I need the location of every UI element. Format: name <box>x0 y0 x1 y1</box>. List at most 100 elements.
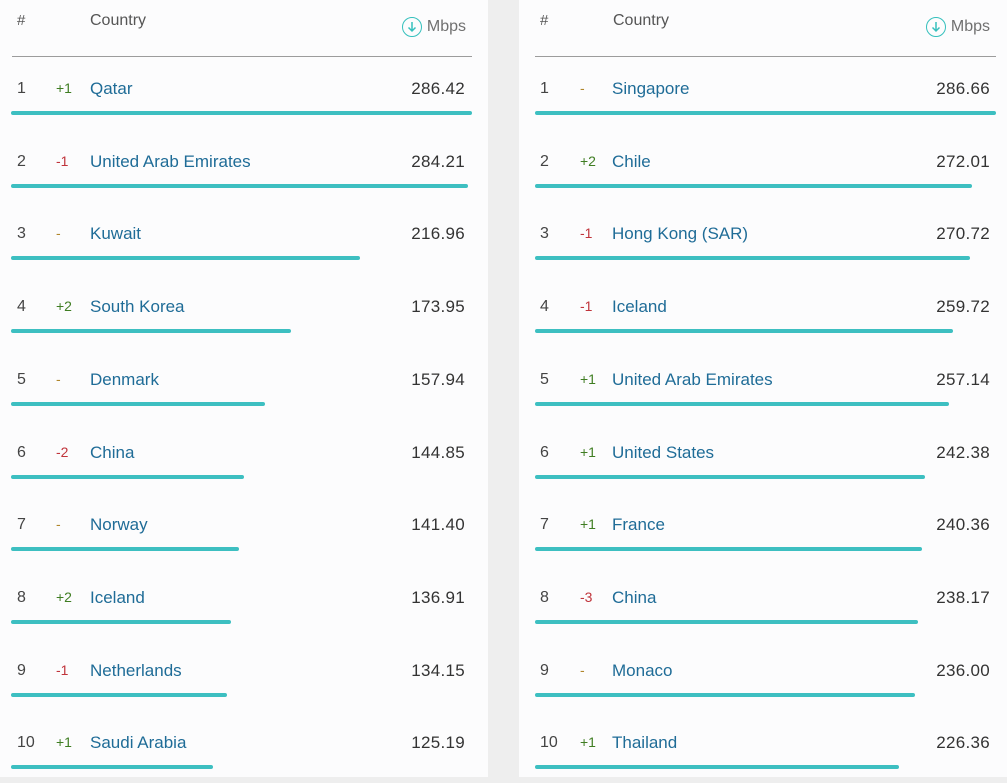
speed-value: 173.95 <box>411 297 465 317</box>
speed-value: 242.38 <box>936 442 990 462</box>
speed-value: 257.14 <box>936 369 990 389</box>
rank-change: -1 <box>580 225 593 242</box>
speed-value: 134.15 <box>411 660 465 680</box>
speed-value: 272.01 <box>936 151 990 171</box>
country-link[interactable]: South Korea <box>90 297 185 317</box>
country-link[interactable]: Denmark <box>90 369 159 389</box>
speed-bar <box>11 474 245 479</box>
speed-bar <box>535 401 949 406</box>
table-row: 9 -1 Netherlands 134.15 <box>0 638 488 711</box>
table-row: 1 - Singapore 286.66 <box>519 56 1007 129</box>
table-row: 4 +2 South Korea 173.95 <box>0 274 488 347</box>
country-link[interactable]: Monaco <box>612 660 673 680</box>
rank-change: +1 <box>56 80 72 96</box>
unit-label: Mbps <box>950 18 990 35</box>
speed-value: 238.17 <box>936 587 990 607</box>
speed-value: 240.36 <box>936 515 990 535</box>
country-link[interactable]: United Arab Emirates <box>612 369 773 389</box>
table-row: 7 - Norway 141.40 <box>0 492 488 565</box>
country-link[interactable]: United Arab Emirates <box>90 151 251 171</box>
speed-bar <box>535 765 899 770</box>
country-link[interactable]: Hong Kong (SAR) <box>612 224 749 244</box>
country-link[interactable]: China <box>90 442 135 462</box>
speed-value: 216.96 <box>411 224 465 244</box>
rank-number: 1 <box>17 80 26 97</box>
speed-column-header: Mbps <box>925 17 990 37</box>
table-row: 7 +1 France 240.36 <box>519 492 1007 565</box>
rank-number: 4 <box>17 298 26 316</box>
download-circle-icon <box>401 17 422 37</box>
rank-number: 10 <box>540 734 558 752</box>
table-row: 3 -1 Hong Kong (SAR) 270.72 <box>519 201 1007 274</box>
rank-change: +1 <box>580 443 596 460</box>
speed-bar <box>535 692 915 697</box>
rank-number: 3 <box>17 225 26 243</box>
table-row: 10 +1 Saudi Arabia 125.19 <box>0 710 488 783</box>
download-circle-icon <box>925 17 946 37</box>
country-link[interactable]: Qatar <box>90 79 133 98</box>
rank-number: 7 <box>17 516 26 534</box>
unit-label: Mbps <box>426 18 466 35</box>
speed-value: 136.91 <box>411 587 465 607</box>
speed-value: 141.40 <box>411 515 465 535</box>
country-column-header: Country <box>613 12 670 29</box>
rank-number: 9 <box>17 661 26 679</box>
rank-change: -2 <box>56 443 69 460</box>
table-row: 4 -1 Iceland 259.72 <box>519 274 1007 347</box>
rank-change: +2 <box>580 152 596 169</box>
country-link[interactable]: Singapore <box>612 79 690 98</box>
country-link[interactable]: Saudi Arabia <box>90 733 187 753</box>
table-header: # Country Mbps <box>12 0 472 57</box>
country-link[interactable]: Norway <box>90 515 148 535</box>
right-ranking-panel: # Country Mbps 1 - Singapore 286.66 2 +2 Chile… <box>519 0 1007 777</box>
rank-change: - <box>56 516 61 533</box>
rank-number: 8 <box>17 588 26 606</box>
country-link[interactable]: United States <box>612 442 715 462</box>
speed-value: 157.94 <box>411 369 465 389</box>
rank-number: 9 <box>540 661 549 679</box>
speed-value: 286.66 <box>936 79 990 98</box>
country-link[interactable]: Kuwait <box>90 224 142 244</box>
rank-change: - <box>580 661 585 678</box>
rank-change: -3 <box>580 588 593 605</box>
country-link[interactable]: China <box>612 587 657 607</box>
speed-bar <box>535 619 918 624</box>
rank-column-header: # <box>540 12 549 29</box>
rank-change: - <box>56 370 61 387</box>
table-row: 6 -2 China 144.85 <box>0 420 488 493</box>
speed-bar <box>11 619 232 624</box>
rank-number: 5 <box>540 370 549 388</box>
speed-bar <box>535 547 922 552</box>
table-row: 1 +1 Qatar 286.42 <box>0 56 488 129</box>
country-link[interactable]: Iceland <box>612 297 667 317</box>
rank-change: -1 <box>56 661 69 678</box>
table-row: 9 - Monaco 236.00 <box>519 638 1007 711</box>
rank-number: 5 <box>17 370 26 388</box>
rank-change: +1 <box>580 734 596 751</box>
rank-number: 2 <box>17 152 26 170</box>
table-row: 2 +2 Chile 272.01 <box>519 129 1007 202</box>
rank-number: 6 <box>17 443 26 461</box>
country-link[interactable]: Iceland <box>90 587 145 607</box>
speed-bar <box>535 329 953 334</box>
rank-column-header: # <box>17 12 26 29</box>
table-row: 5 +1 United Arab Emirates 257.14 <box>519 347 1007 420</box>
rank-change: - <box>580 80 585 96</box>
rank-number: 3 <box>540 225 549 243</box>
country-link[interactable]: Netherlands <box>90 660 182 680</box>
rank-number: 8 <box>540 588 549 606</box>
speed-bar <box>11 183 469 188</box>
speed-value: 125.19 <box>411 733 465 753</box>
speed-bar <box>535 183 973 188</box>
speed-bar <box>11 401 266 406</box>
table-header: # Country Mbps <box>535 0 996 57</box>
country-link[interactable]: Thailand <box>612 733 678 753</box>
country-link[interactable]: Chile <box>612 151 651 171</box>
table-row: 2 -1 United Arab Emirates 284.21 <box>0 129 488 202</box>
speed-bar <box>11 547 239 552</box>
speed-value: 270.72 <box>936 224 990 244</box>
speed-value: 286.42 <box>411 79 465 98</box>
speed-value: 284.21 <box>411 151 465 171</box>
rank-change: +1 <box>580 516 596 533</box>
country-link[interactable]: France <box>612 515 665 535</box>
